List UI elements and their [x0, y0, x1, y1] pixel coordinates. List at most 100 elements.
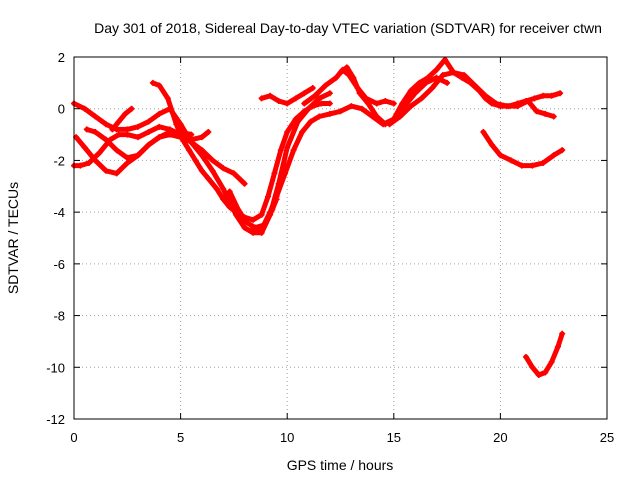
data-point	[92, 128, 99, 135]
data-point	[102, 121, 109, 128]
data-point	[326, 110, 333, 117]
data-point	[350, 74, 357, 81]
data-point	[309, 85, 316, 92]
data-point	[373, 113, 380, 120]
data-point	[356, 90, 363, 97]
y-axis-title: SDTVAR / TECUs	[5, 182, 21, 294]
data-point	[284, 128, 291, 135]
data-point	[461, 72, 468, 79]
data-point	[250, 216, 257, 223]
data-point	[156, 134, 163, 141]
data-point	[471, 82, 478, 89]
plot-frame	[73, 56, 608, 420]
chart-title: Day 301 of 2018, Sidereal Day-to-day VTE…	[94, 20, 602, 36]
data-point	[205, 128, 212, 135]
data-point	[269, 206, 276, 213]
data-point	[418, 95, 425, 102]
data-point	[503, 103, 510, 110]
data-point	[258, 95, 265, 102]
data-point	[542, 110, 549, 117]
data-point	[115, 131, 122, 138]
data-point	[548, 359, 555, 366]
data-point	[525, 97, 532, 104]
data-point	[102, 136, 109, 143]
y-tick-label: -2	[53, 153, 65, 168]
data-point	[277, 147, 284, 154]
data-point	[113, 147, 120, 154]
data-point	[156, 110, 163, 117]
data-point	[348, 103, 355, 110]
data-point	[326, 90, 333, 97]
data-point	[265, 193, 272, 200]
data-point	[109, 126, 116, 133]
data-point	[156, 82, 163, 89]
data-point	[407, 87, 414, 94]
data-point	[322, 82, 329, 89]
data-point	[235, 206, 242, 213]
data-point	[529, 364, 536, 371]
data-point	[343, 64, 350, 71]
data-point	[220, 165, 227, 172]
data-point	[124, 131, 131, 138]
data-point	[209, 167, 216, 174]
data-point	[542, 369, 549, 376]
data-point	[433, 66, 440, 73]
data-point	[301, 100, 308, 107]
data-point	[333, 74, 340, 81]
data-point	[540, 160, 547, 167]
data-point	[533, 108, 540, 115]
data-point	[250, 229, 257, 236]
data-point	[267, 92, 274, 99]
data-point	[488, 141, 495, 148]
data-point	[124, 160, 131, 167]
data-point	[134, 134, 141, 141]
data-point	[554, 343, 561, 350]
y-tick-label: -8	[53, 309, 65, 324]
data-point	[365, 100, 372, 107]
data-point	[316, 113, 323, 120]
y-tick-label: 2	[58, 50, 65, 65]
data-point	[209, 157, 216, 164]
data-point	[164, 95, 171, 102]
data-point	[548, 92, 555, 99]
data-point	[124, 154, 131, 161]
y-tick-label: -12	[46, 412, 65, 427]
data-point	[205, 175, 212, 182]
data-point	[186, 147, 193, 154]
y-tick-label: 0	[58, 102, 65, 117]
data-point	[373, 100, 380, 107]
data-point	[518, 162, 525, 169]
data-point	[145, 118, 152, 125]
data-point	[250, 224, 257, 231]
axis-ticks: 0 5 10 15 20 25 -12 -10 -8 -6 -4 -2 0 2	[46, 50, 614, 445]
data-point	[407, 103, 414, 110]
data-point	[145, 128, 152, 135]
data-point	[243, 219, 250, 226]
data-point	[122, 110, 129, 117]
data-point	[493, 100, 500, 107]
data-point	[337, 108, 344, 115]
data-series	[71, 56, 566, 379]
data-point	[262, 219, 269, 226]
data-point	[390, 100, 397, 107]
data-point	[213, 185, 220, 192]
data-point	[124, 126, 131, 133]
data-point	[318, 100, 325, 107]
data-point	[399, 100, 406, 107]
y-tick-label: -4	[53, 205, 65, 220]
data-point	[424, 74, 431, 81]
data-point	[273, 196, 280, 203]
data-point	[316, 95, 323, 102]
data-point	[309, 103, 316, 110]
x-axis-title: GPS time / hours	[287, 457, 394, 473]
data-point	[514, 103, 521, 110]
data-point	[412, 90, 419, 97]
series-line	[338, 57, 563, 127]
data-point	[198, 167, 205, 174]
data-point	[134, 123, 141, 130]
data-point	[307, 118, 314, 125]
data-point	[382, 97, 389, 104]
data-point	[290, 147, 297, 154]
data-point	[192, 157, 199, 164]
data-point	[529, 162, 536, 169]
